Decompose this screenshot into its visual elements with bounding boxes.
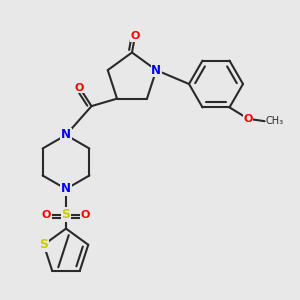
Text: O: O	[81, 209, 90, 220]
Text: S: S	[39, 238, 48, 251]
Text: O: O	[75, 82, 84, 92]
Text: O: O	[130, 31, 140, 41]
Text: N: N	[151, 64, 161, 76]
Text: N: N	[61, 182, 71, 196]
Text: CH₃: CH₃	[266, 116, 284, 126]
Text: O: O	[42, 209, 51, 220]
Text: S: S	[61, 208, 70, 221]
Text: O: O	[243, 114, 253, 124]
Text: N: N	[61, 128, 71, 142]
